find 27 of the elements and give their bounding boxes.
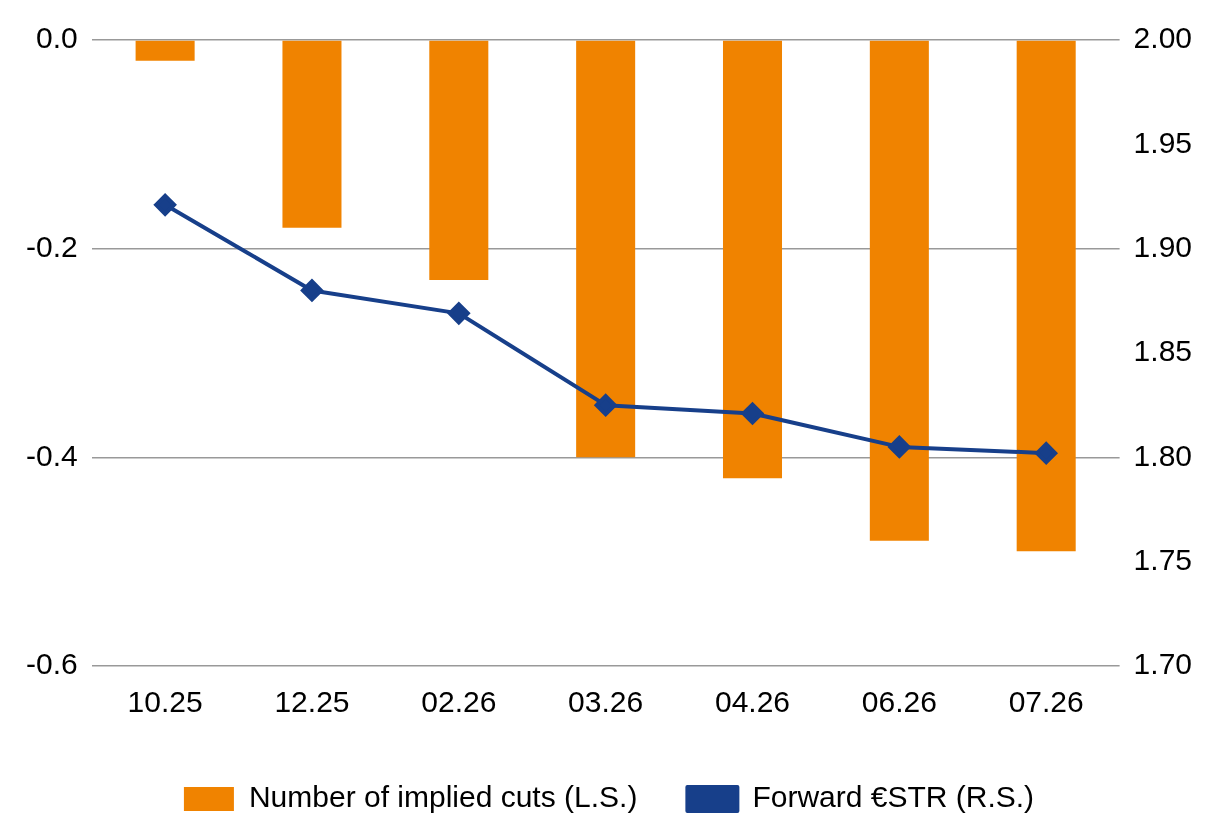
y-tick-label: -0.4 [25, 438, 78, 472]
y2-tick-label: 1.90 [1133, 229, 1192, 263]
point [300, 279, 323, 302]
point [594, 394, 617, 417]
x-tick-label: 02.26 [421, 685, 497, 719]
x-tick-label: 03.26 [568, 685, 644, 719]
point [888, 435, 911, 458]
x-tick-label: 10.25 [127, 685, 203, 719]
y-tick-label: -0.6 [25, 647, 78, 681]
x-tick-label: 06.26 [861, 685, 937, 719]
point [1035, 442, 1058, 465]
x-tick-label: 12.25 [274, 685, 350, 719]
y-tick-label: -0.2 [25, 229, 78, 263]
legend-label: Forward €STR (R.S.) [752, 780, 1035, 814]
y2-tick-label: 1.95 [1133, 125, 1192, 159]
y2-tick-label: 1.75 [1133, 542, 1192, 576]
legend-label: Number of implied cuts (L.S.) [248, 780, 638, 814]
x-tick-label: 04.26 [714, 685, 791, 719]
point [154, 193, 177, 216]
y2-tick-label: 2.00 [1133, 21, 1192, 55]
y2-tick-label: 1.80 [1133, 438, 1192, 472]
point [447, 302, 470, 325]
x-tick-label: 07.26 [1008, 685, 1084, 719]
y2-tick-label: 1.70 [1133, 647, 1192, 681]
y2-tick-label: 1.85 [1133, 334, 1192, 368]
y-tick-label: 0.0 [35, 21, 78, 55]
point [741, 402, 764, 425]
